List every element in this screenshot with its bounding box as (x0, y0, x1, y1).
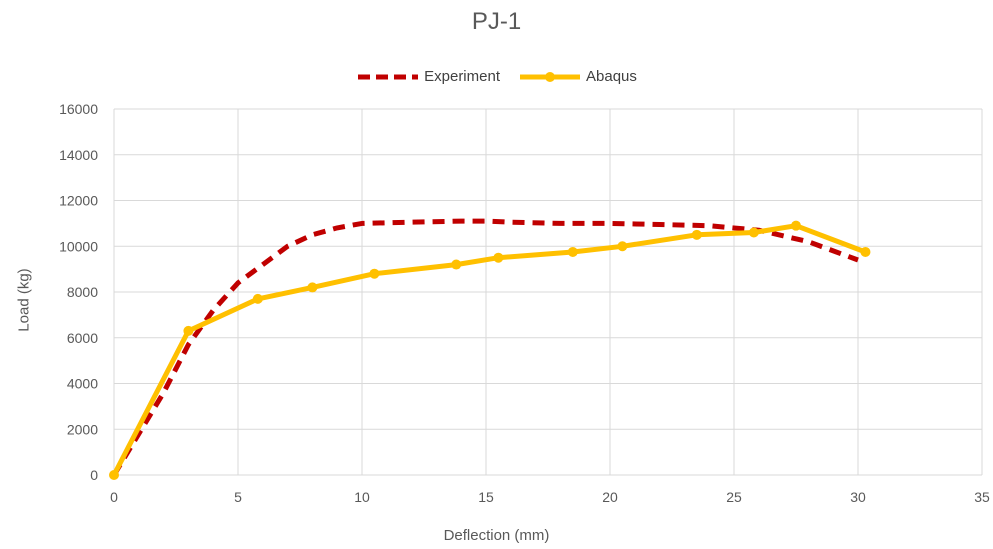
data-point-abaqus (617, 241, 628, 252)
x-tick-label: 30 (850, 489, 866, 505)
x-tick-label: 10 (354, 489, 370, 505)
legend-item-experiment: Experiment (356, 68, 500, 85)
y-tick-label: 2000 (67, 421, 98, 437)
legend-label-experiment: Experiment (424, 68, 500, 85)
y-tick-label: 10000 (59, 238, 98, 254)
data-point-abaqus (791, 220, 801, 231)
chart-title: PJ-1 (471, 8, 522, 35)
data-point-abaqus (691, 229, 702, 240)
legend-label-abaqus: Abaqus (586, 68, 637, 85)
data-point-abaqus (252, 293, 263, 304)
x-axis-label: Deflection (mm) (443, 527, 550, 544)
y-tick-label: 14000 (59, 147, 98, 163)
y-tick-label: 4000 (67, 376, 98, 392)
y-tick-label: 8000 (67, 284, 98, 300)
legend-swatch-experiment (358, 74, 419, 79)
y-tick-label: 16000 (59, 101, 98, 117)
y-tick-label: 6000 (67, 330, 98, 346)
x-tick-label: 0 (110, 489, 118, 505)
data-point-abaqus (451, 259, 462, 270)
data-point-abaqus (307, 282, 318, 293)
legend: Experiment Abaqus (0, 68, 993, 85)
x-tick-label: 35 (974, 489, 990, 505)
legend-item-abaqus: Abaqus (518, 68, 637, 85)
data-point-abaqus (860, 246, 871, 257)
x-tick-label: 5 (234, 489, 242, 505)
data-point-abaqus (493, 252, 504, 263)
legend-swatch-abaqus (520, 71, 580, 82)
data-point-abaqus (183, 325, 194, 336)
data-point-abaqus (567, 246, 578, 257)
y-tick-label: 12000 (59, 193, 98, 209)
data-point-abaqus (109, 470, 119, 480)
x-tick-label: 25 (726, 489, 742, 505)
data-point-abaqus (748, 227, 759, 238)
series-line-abaqus (111, 223, 868, 478)
y-tick-label: 0 (90, 467, 98, 483)
data-point-abaqus (369, 268, 380, 279)
x-tick-label: 15 (478, 489, 494, 505)
x-tick-label: 20 (602, 489, 618, 505)
